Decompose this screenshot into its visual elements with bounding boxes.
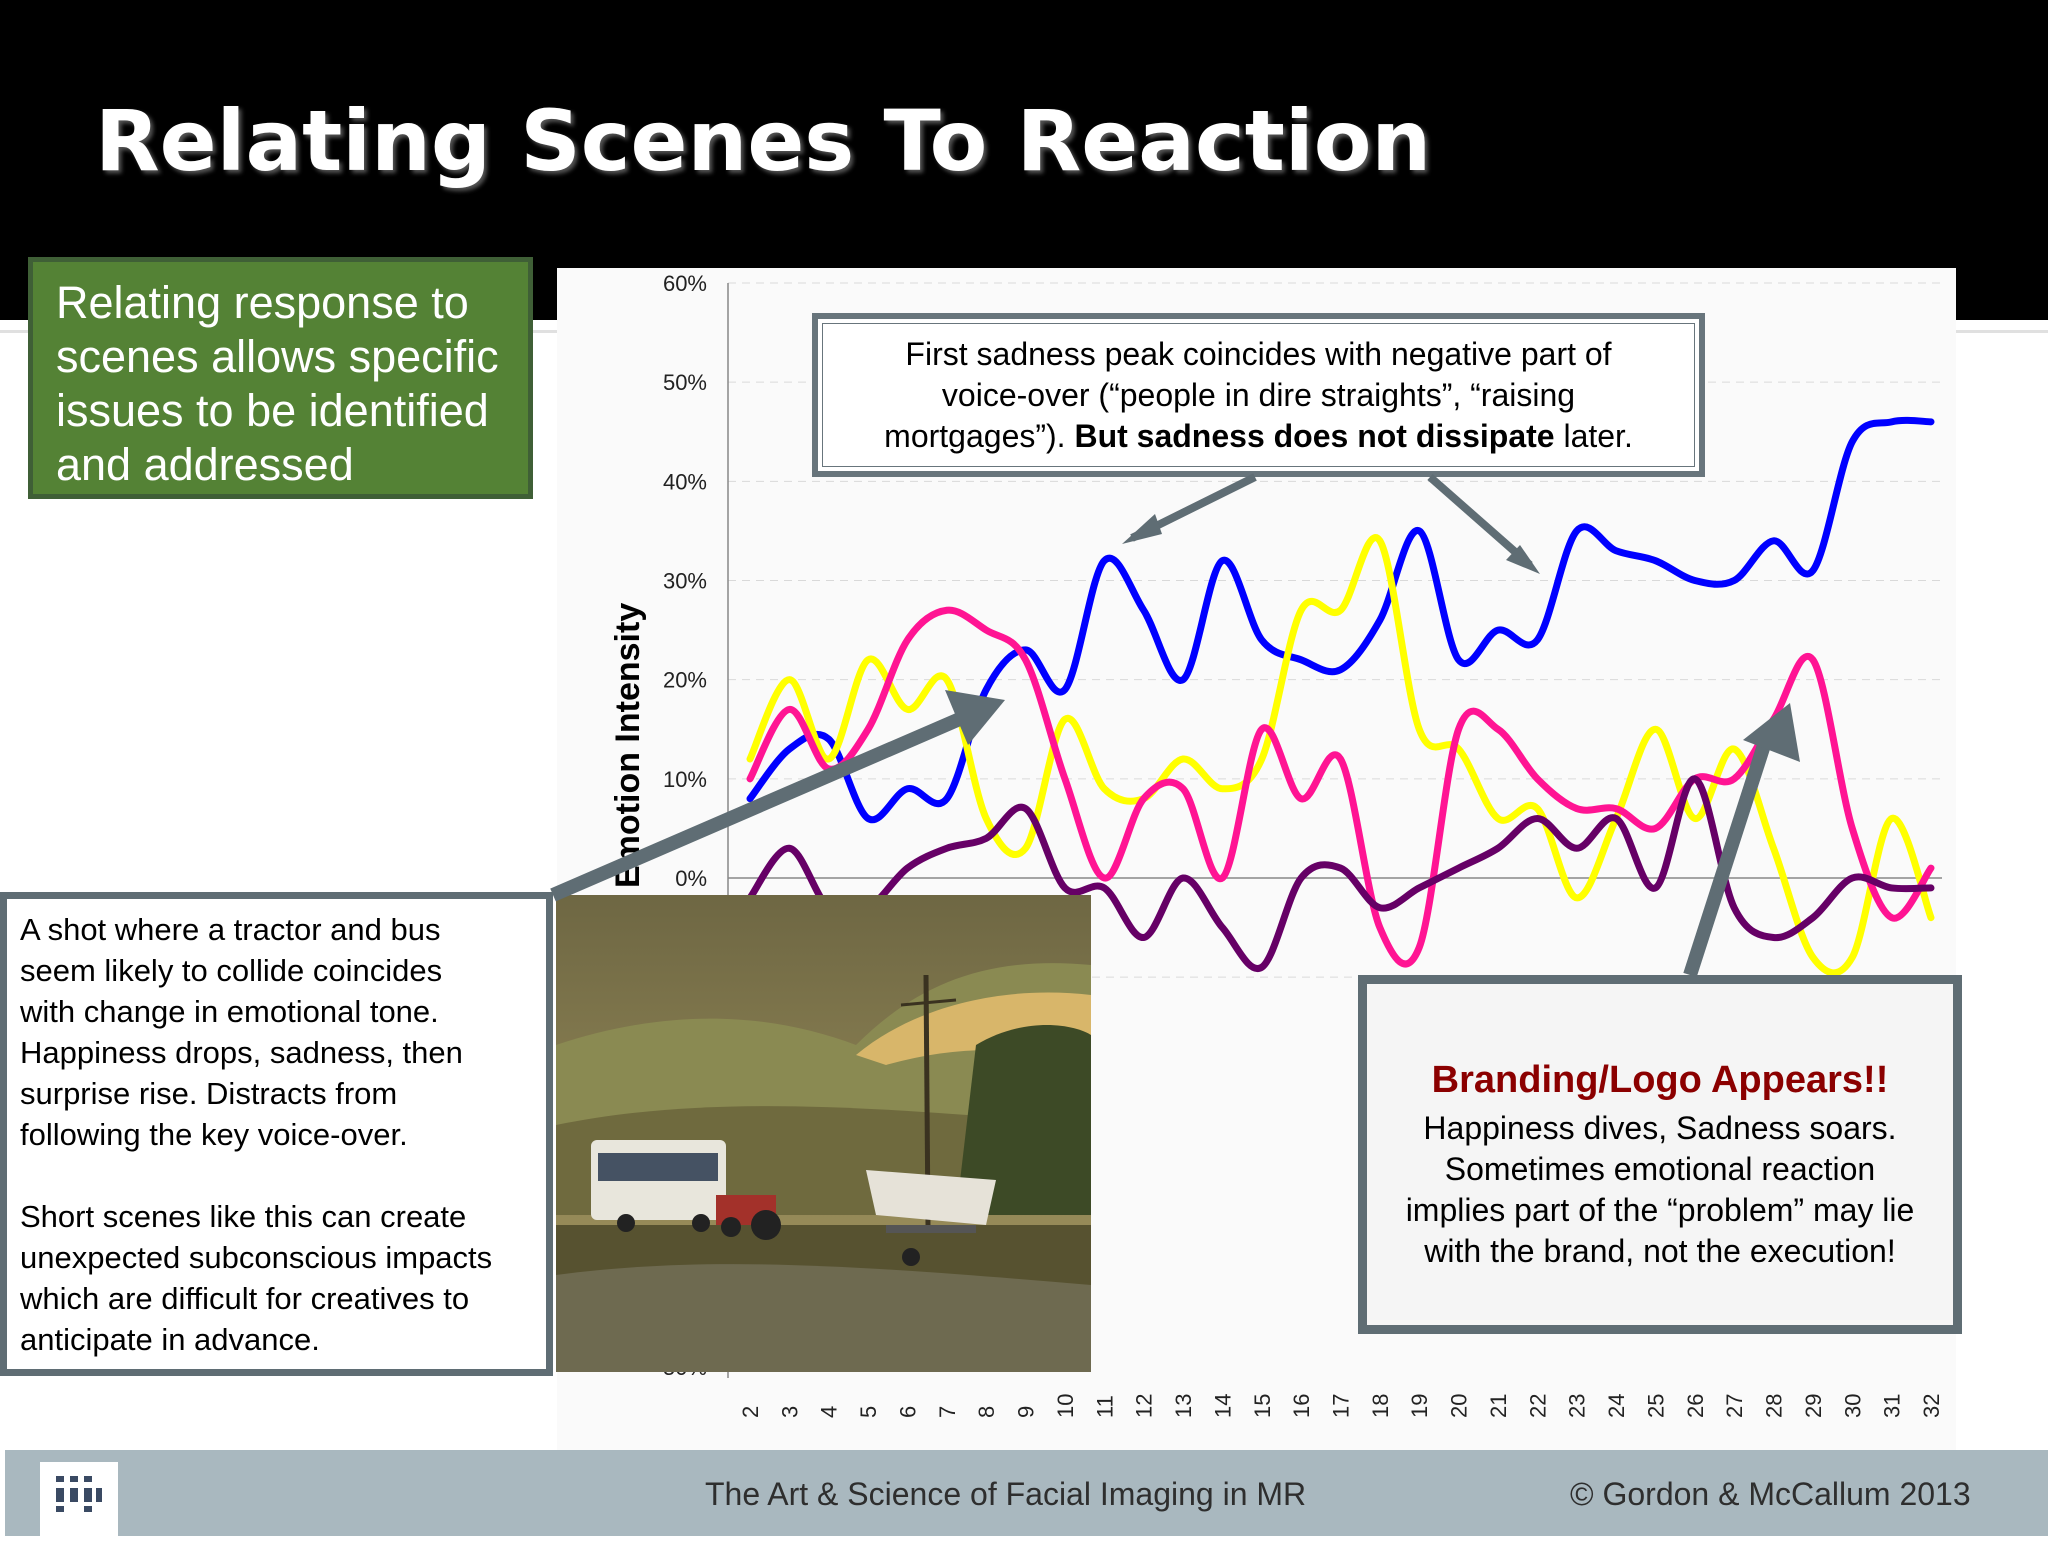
branding-callout: Branding/Logo Appears!! Happiness dives,… bbox=[1358, 975, 1962, 1334]
x-tick-label: 24 bbox=[1604, 1394, 1629, 1418]
x-tick-label: 13 bbox=[1171, 1394, 1196, 1418]
branding-line: implies part of the “problem” may lie bbox=[1405, 1192, 1915, 1228]
y-tick-label: 60% bbox=[663, 271, 707, 296]
boat-shape bbox=[866, 1170, 996, 1266]
x-tick-label: 23 bbox=[1565, 1394, 1590, 1418]
y-tick-label: 10% bbox=[663, 767, 707, 792]
y-tick-label: 30% bbox=[663, 569, 707, 594]
bus-shape bbox=[591, 1140, 726, 1232]
callout-line: voice-over (“people in dire straights”, … bbox=[941, 377, 1576, 413]
summary-box: Relating response to scenes allows speci… bbox=[28, 257, 533, 499]
callout-line: First sadness peak coincides with negati… bbox=[905, 336, 1612, 372]
summary-line: and addressed bbox=[56, 439, 354, 490]
branding-line: Sometimes emotional reaction bbox=[1444, 1151, 1876, 1187]
callout-text: later. bbox=[1563, 418, 1633, 454]
x-tick-label: 9 bbox=[1014, 1406, 1039, 1418]
x-tick-label: 11 bbox=[1092, 1395, 1117, 1418]
x-tick-label: 7 bbox=[935, 1406, 960, 1418]
sadness-callout: First sadness peak coincides with negati… bbox=[812, 313, 1705, 477]
x-tick-label: 19 bbox=[1407, 1394, 1432, 1418]
footer-copyright: © Gordon & McCallum 2013 bbox=[1570, 1476, 1971, 1512]
callout-text: mortgages”). bbox=[884, 418, 1066, 454]
x-tick-label: 17 bbox=[1329, 1394, 1354, 1418]
x-tick-label: 12 bbox=[1132, 1394, 1157, 1418]
x-tick-label: 8 bbox=[974, 1406, 999, 1418]
callout-bold-text: But sadness does not dissipate bbox=[1074, 418, 1555, 454]
x-tick-label: 30 bbox=[1840, 1394, 1865, 1418]
tractor-shape bbox=[716, 1195, 781, 1240]
x-tick-label: 32 bbox=[1919, 1394, 1944, 1418]
branding-heading: Branding/Logo Appears!! bbox=[1431, 1059, 1889, 1101]
x-tick-label: 15 bbox=[1250, 1394, 1275, 1418]
x-tick-label: 2 bbox=[738, 1406, 763, 1418]
scene-paragraph: A shot where a tractor and bus seem like… bbox=[20, 912, 463, 1152]
slide-title: Relating Scenes To Reaction bbox=[95, 92, 1432, 190]
x-tick-label: 3 bbox=[777, 1406, 802, 1418]
y-axis-label: Emotion Intensity bbox=[609, 603, 647, 888]
callout-line: mortgages”). But sadness does not dissip… bbox=[818, 416, 1699, 457]
scene-callout: A shot where a tractor and bus seem like… bbox=[0, 892, 553, 1376]
x-tick-label: 21 bbox=[1486, 1394, 1511, 1418]
x-tick-label: 5 bbox=[856, 1406, 881, 1418]
x-tick-label: 6 bbox=[895, 1406, 920, 1418]
scene-paragraph: Short scenes like this can create unexpe… bbox=[20, 1199, 493, 1357]
summary-line: Relating response to bbox=[56, 277, 469, 328]
x-tick-label: 14 bbox=[1210, 1394, 1235, 1418]
x-tick-label: 20 bbox=[1447, 1394, 1472, 1418]
callout-inner-border bbox=[822, 323, 1695, 467]
company-logo bbox=[40, 1462, 118, 1536]
y-tick-label: 0% bbox=[675, 866, 707, 891]
x-tick-label: 25 bbox=[1643, 1394, 1668, 1418]
x-tick-label: 10 bbox=[1053, 1394, 1078, 1418]
y-tick-label: 20% bbox=[663, 668, 707, 693]
x-tick-label: 4 bbox=[817, 1406, 842, 1418]
x-tick-label: 28 bbox=[1762, 1394, 1787, 1418]
branding-line: with the brand, not the execution! bbox=[1424, 1233, 1896, 1269]
x-tick-label: 27 bbox=[1722, 1394, 1747, 1418]
x-tick-label: 26 bbox=[1683, 1394, 1708, 1418]
y-tick-label: 50% bbox=[663, 370, 707, 395]
footer-title: The Art & Science of Facial Imaging in M… bbox=[705, 1476, 1307, 1512]
x-tick-label: 16 bbox=[1289, 1394, 1314, 1418]
branding-line: Happiness dives, Sadness soars. bbox=[1423, 1110, 1897, 1146]
summary-line: scenes allows specific bbox=[56, 331, 499, 382]
x-tick-label: 29 bbox=[1801, 1394, 1826, 1418]
x-tick-label: 22 bbox=[1525, 1394, 1550, 1418]
x-tick-label: 18 bbox=[1368, 1394, 1393, 1418]
y-tick-label: 40% bbox=[663, 469, 707, 494]
x-tick-label: 31 bbox=[1880, 1394, 1905, 1418]
scene-thumbnail-image bbox=[556, 895, 1091, 1372]
footer-bar bbox=[5, 1450, 2048, 1536]
summary-line: issues to be identified bbox=[56, 385, 489, 436]
